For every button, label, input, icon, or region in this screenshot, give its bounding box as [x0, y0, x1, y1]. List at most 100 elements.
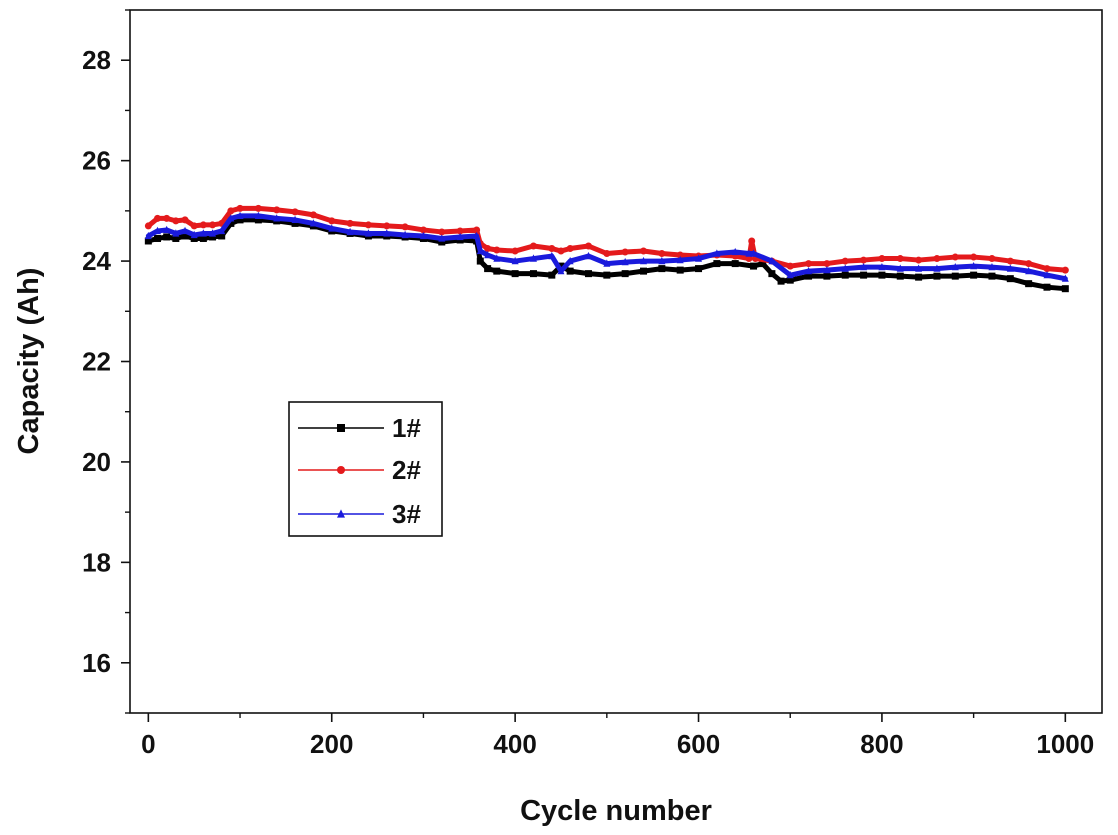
data-point [603, 259, 611, 267]
data-point [557, 262, 565, 270]
data-point [190, 222, 198, 230]
data-point [658, 250, 666, 258]
x-tick-label: 200 [310, 729, 353, 759]
data-point [951, 272, 959, 280]
data-point [456, 232, 464, 241]
data-point [786, 262, 794, 270]
data-point [933, 264, 941, 272]
data-point [933, 272, 941, 280]
data-point [676, 255, 684, 264]
data-point [309, 211, 317, 219]
data-point [951, 253, 959, 261]
data-point [841, 257, 849, 265]
data-point [484, 265, 492, 273]
data-point [476, 246, 484, 255]
data-point [227, 214, 235, 222]
data-point [640, 267, 648, 275]
data-point [603, 250, 611, 258]
data-point [190, 230, 198, 239]
x-tick-label: 1000 [1036, 729, 1094, 759]
data-point [1061, 274, 1069, 282]
data-point [566, 245, 574, 253]
data-point [328, 224, 336, 232]
data-point [878, 271, 886, 279]
data-point [291, 208, 299, 216]
y-tick-label: 24 [82, 246, 111, 276]
legend-label: 1# [392, 413, 421, 443]
data-point [236, 204, 244, 212]
data-point [172, 234, 180, 242]
data-point [621, 270, 629, 278]
data-point [896, 255, 904, 263]
data-point [768, 256, 776, 265]
data-point [419, 226, 427, 234]
data-point [529, 254, 537, 262]
data-point [181, 226, 189, 235]
data-point [144, 237, 152, 245]
data-point [878, 262, 886, 271]
data-point [493, 246, 501, 254]
data-point [493, 254, 501, 262]
data-point [473, 231, 481, 240]
data-point [988, 272, 996, 280]
plot-frame [129, 9, 1103, 714]
data-point [364, 229, 372, 237]
data-point [640, 247, 648, 255]
data-point [695, 254, 703, 262]
data-point [254, 211, 262, 220]
data-point [745, 255, 753, 263]
y-axis-title: Capacity (Ah) [13, 268, 45, 455]
data-point [860, 256, 868, 264]
y-tick-label: 16 [82, 648, 111, 678]
legend-marker [337, 466, 345, 474]
data-point [695, 265, 703, 273]
data-point [768, 270, 776, 278]
data-point [154, 234, 162, 242]
data-point [805, 266, 813, 275]
y-tick-label: 18 [82, 547, 111, 577]
data-point [236, 211, 244, 220]
data-point [745, 249, 753, 257]
data-point [438, 228, 446, 236]
data-point [731, 247, 739, 256]
data-point [584, 251, 592, 260]
data-point [786, 276, 794, 284]
data-point [713, 249, 721, 257]
data-point [841, 264, 849, 272]
data-point [163, 225, 171, 234]
data-point [209, 233, 217, 241]
data-point [823, 265, 831, 274]
x-tick-label: 0 [141, 729, 155, 759]
data-point [970, 253, 978, 261]
data-point [640, 256, 648, 265]
data-point [566, 267, 574, 275]
data-point [254, 204, 262, 212]
series-layer [144, 204, 1069, 293]
data-point [511, 247, 519, 255]
y-tick-label: 20 [82, 447, 111, 477]
data-point [557, 266, 565, 275]
data-point [1061, 266, 1069, 274]
data-point [493, 267, 501, 275]
data-point [548, 271, 556, 279]
data-point [254, 216, 262, 224]
data-point [860, 271, 868, 279]
data-point [823, 260, 831, 268]
data-point [383, 222, 391, 230]
data-point [548, 245, 556, 253]
data-point [199, 221, 207, 229]
data-point [915, 256, 923, 264]
data-point [273, 214, 281, 222]
data-point [1006, 264, 1014, 272]
x-axis-title: Cycle number [520, 795, 712, 827]
data-point [346, 219, 354, 227]
data-point [951, 262, 959, 271]
data-point [401, 223, 409, 231]
data-point [144, 222, 152, 230]
data-point [484, 250, 492, 259]
data-point [584, 270, 592, 278]
data-point [777, 277, 785, 285]
data-point [401, 230, 409, 239]
data-point [970, 261, 978, 270]
